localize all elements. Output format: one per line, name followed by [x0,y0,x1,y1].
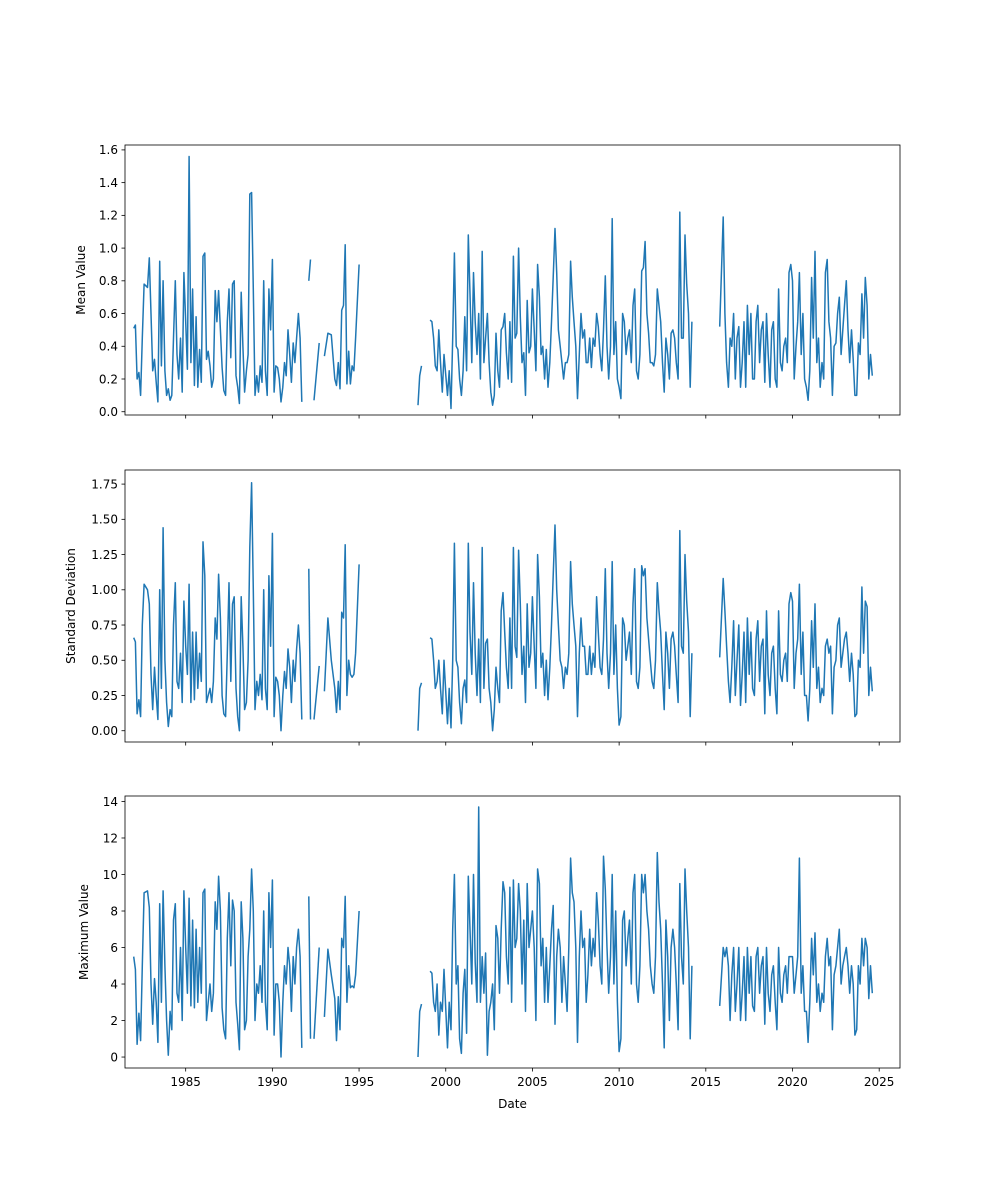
x-tick-label: 2020 [777,1075,808,1089]
mean-value-y-tick-label: 1.0 [99,241,118,255]
standard-deviation-y-tick-label: 1.25 [91,548,118,562]
maximum-value-y-tick-label: 6 [110,941,118,955]
maximum-value-y-tick-label: 4 [110,977,118,991]
mean-value-y-tick-label: 0.6 [99,307,118,321]
maximum-value-series-line-segment [132,868,303,1058]
standard-deviation-y-tick-label: 1.00 [91,583,118,597]
maximum-value-panel: 0 2 4 6 8 10 12 14 1985 1990 1995 2000 2005 2010 2015 2… [77,795,901,1089]
maximum-value-y-tick-label: 8 [110,904,118,918]
mean-value-y-tick-label: 0.0 [99,405,118,419]
standard-deviation-series-line-segment [429,524,693,732]
mean-value-series-line-segment [313,342,320,401]
maximum-value-y-axis-label: Maximum Value [77,884,91,980]
maximum-value-y-tick-label: 14 [103,795,118,809]
standard-deviation-series-line-segment [718,577,874,722]
x-tick-label: 2015 [691,1075,722,1089]
maximum-value-y-tick-label: 10 [103,868,118,882]
mean-value-series-line-segment [133,155,303,405]
standard-deviation-y-tick-label: 1.50 [91,513,118,527]
mean-value-axes-frame [124,144,901,416]
maximum-value-y-tick-label: 12 [103,831,118,845]
mean-value-y-tick-label: 1.4 [99,176,118,190]
mean-value-y-tick-label: 0.2 [99,372,118,386]
maximum-value-series-line-segment [417,1003,423,1058]
x-tick-label: 2025 [864,1075,895,1089]
maximum-value-series-line-segment [718,857,874,1044]
standard-deviation-panel: 0.00 0.25 0.50 0.75 1.00 1.25 1.50 1.75 Standard… [64,469,901,746]
standard-deviation-y-tick-label: 0.75 [91,618,118,632]
standard-deviation-series-line-segment [133,481,303,732]
x-tick-label: 2000 [430,1075,461,1089]
maximum-value-y-tick-label: 0 [110,1050,118,1064]
x-tick-label: 1985 [170,1075,201,1089]
standard-deviation-y-tick-label: 0.00 [91,724,118,738]
standard-deviation-y-tick-label: 1.75 [91,477,118,491]
maximum-value-axes-frame [124,795,901,1069]
standard-deviation-y-tick-label: 0.25 [91,689,118,703]
x-tick-label: 1990 [257,1075,288,1089]
mean-value-y-tick-label: 0.4 [99,340,118,354]
x-tick-label: 2005 [517,1075,548,1089]
mean-value-series-line-segment [323,244,360,390]
mean-value-y-tick-label: 1.2 [99,209,118,223]
mean-value-y-tick-label: 1.6 [99,143,118,157]
mean-value-series-line-segment [308,259,312,281]
mean-value-series-line-segment [429,211,693,410]
mean-value-series-line-segment [718,216,874,402]
standard-deviation-axes-frame [124,469,901,743]
standard-deviation-y-tick-label: 0.50 [91,654,118,668]
x-axis-label: Date [498,1097,527,1111]
standard-deviation-series-line-segment [417,682,423,731]
maximum-value-series-line-segment [308,896,312,1039]
mean-value-series-line-segment [417,365,423,406]
maximum-value-series-line-segment [323,895,360,1042]
maximum-value-series-line-segment [429,806,693,1056]
standard-deviation-series-line-segment [323,543,360,714]
x-tick-label: 2010 [604,1075,635,1089]
standard-deviation-series-line-segment [313,665,320,720]
mean-value-y-axis-label: Mean Value [74,245,88,314]
standard-deviation-series-line-segment [308,568,312,720]
x-tick-label: 1995 [344,1075,375,1089]
mean-value-panel: 0.0 0.2 0.4 0.6 0.8 1.0 1.2 1.4 1.6 Mean Value [74,143,901,419]
maximum-value-series-line-segment [313,947,320,1039]
mean-value-y-tick-label: 0.8 [99,274,118,288]
standard-deviation-y-axis-label: Standard Deviation [64,548,78,664]
maximum-value-y-tick-label: 2 [110,1014,118,1028]
